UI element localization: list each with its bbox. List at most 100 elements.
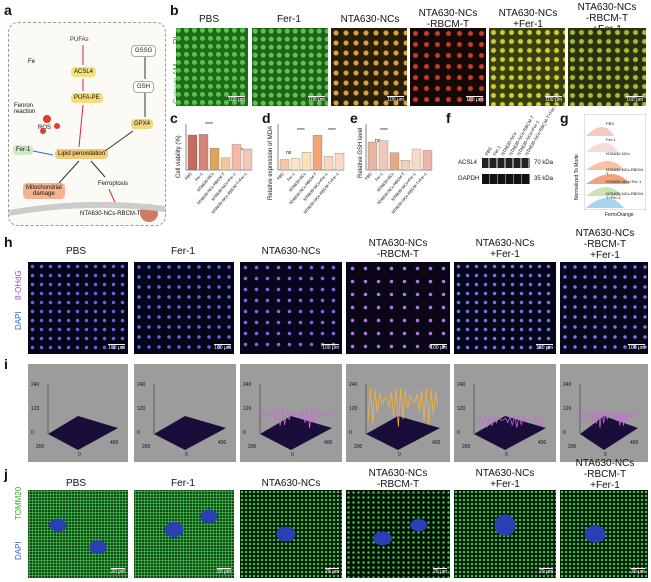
bar-c-5	[242, 148, 253, 171]
xy-tick: 400	[538, 440, 547, 446]
h-image-pbs: 100 μm	[28, 262, 128, 354]
gsh-label: GSH	[133, 81, 155, 93]
panel-label-a: a	[4, 2, 12, 18]
z-tick: 240	[31, 382, 40, 388]
g-histograms	[584, 114, 646, 210]
fer1-label: Fer-1	[13, 145, 34, 155]
e-ns: ns	[375, 138, 381, 144]
f-kda1: 70 kDa	[534, 160, 554, 166]
scalebar: 20 μm	[111, 568, 125, 575]
j-col-rbcm: NTA630-NCs -RBCM-T	[368, 468, 428, 490]
h-row-label-dapi: DAPI	[14, 311, 23, 330]
legend-entry: NTA630-NCs-RBCM-T+Fer-1	[606, 191, 644, 200]
legend-entry: NTA630-NCs	[606, 151, 630, 156]
ferroptosis-label: Ferroptosis	[98, 181, 129, 187]
b-image-pbs: 100 μm	[176, 28, 248, 106]
panel-label-h: h	[4, 234, 13, 250]
gssg-label: GSSG	[131, 45, 157, 57]
scalebar: 20 μm	[325, 568, 339, 575]
xy-tick: 0	[505, 452, 508, 458]
j-col-rbcm-fer1: NTA630-NCs -RBCM-T +Fer-1	[575, 458, 635, 491]
z-tick: 0	[243, 430, 246, 436]
xy-tick: 200	[354, 444, 363, 450]
scalebar: 100 μm	[228, 96, 245, 103]
bar-e-2	[389, 152, 400, 171]
b-image-fer1: 100 μm	[252, 28, 328, 106]
bar-d-2	[301, 152, 312, 171]
d-ns: ns	[286, 150, 292, 156]
e-sig: ****	[380, 128, 388, 134]
b-image-rbcm: 100 μm	[410, 28, 486, 106]
surface-plot: 240 120 0 200 400 0	[28, 364, 128, 462]
xy-tick: 400	[432, 440, 441, 446]
z-tick: 240	[457, 382, 466, 388]
bar-e-0	[367, 141, 378, 171]
pufas-label: PUFAs	[70, 37, 89, 43]
z-tick: 240	[349, 382, 358, 388]
xy-tick: 400	[110, 440, 119, 446]
fenton-label: Fenron reaction	[14, 103, 36, 115]
scalebar: 100 μm	[626, 96, 643, 103]
f-band-gapdh	[482, 174, 530, 184]
surface-plot: 240 120 0 200 400 0	[240, 364, 342, 462]
c-sig: ****	[205, 122, 213, 128]
pathway-arrows	[9, 45, 165, 222]
legend-entry: PBS	[606, 121, 615, 126]
z-tick: 120	[137, 406, 146, 412]
h-image-rbcm: 100 μm	[346, 262, 450, 354]
gpx4-label: GPX4	[131, 119, 154, 129]
f-band-acsl4	[482, 158, 530, 168]
h-col-fer1: Fer-1	[171, 246, 195, 257]
legend-entry: NTA630-NCs+Fer-1	[606, 179, 642, 184]
j-image-rbcm: 20 μm	[346, 490, 450, 578]
z-tick: 120	[457, 406, 466, 412]
b-col-fer1: Fer-1	[277, 14, 301, 25]
surface-plot: 240 120 0 200 400 0	[134, 364, 236, 462]
scalebar: 100 μm	[322, 344, 339, 351]
tick-d-0: PBS	[276, 171, 285, 181]
j-col-fer1-combo: NTA630-NCs +Fer-1	[475, 468, 535, 490]
surface-plot: 240 120 0 200 400 0	[560, 364, 648, 462]
h-image-nta630: 100 μm	[240, 262, 342, 354]
f-kda2: 35 kDa	[534, 176, 554, 182]
f-band2-label: GAPDH	[458, 176, 480, 182]
bar-d-4	[323, 156, 334, 171]
j-col-nta630: NTA630-NCs	[261, 478, 321, 489]
tick-d-1: Fer-1	[286, 171, 296, 182]
z-tick: 120	[349, 406, 358, 412]
bar-c-0	[187, 134, 198, 171]
h-col-fer1-combo: NTA630-NCs +Fer-1	[475, 238, 535, 260]
h-col-nta630: NTA630-NCs	[261, 246, 321, 257]
bar-c-3	[220, 157, 231, 171]
h-row-label-8ohdg: 8-OHdG	[14, 270, 23, 300]
z-tick: 0	[457, 430, 460, 436]
bar-e-4	[411, 148, 422, 171]
acsl4-label: ACSL4	[71, 67, 97, 77]
z-tick: 0	[563, 430, 566, 436]
xy-tick: 0	[291, 452, 294, 458]
bar-d-5	[334, 153, 345, 171]
h-col-pbs: PBS	[65, 246, 86, 257]
panel-label-i: i	[4, 356, 8, 372]
g-xlabel: FerroOrange	[605, 212, 634, 218]
g-ylabel: Normalized To Mode	[574, 154, 580, 200]
bar-e-1	[378, 140, 389, 171]
b-image-fer1-combo: 100 μm	[489, 28, 565, 106]
z-tick: 240	[137, 382, 146, 388]
b-col-rbcm: NTA630-NCs -RBCM-T	[418, 8, 478, 30]
f-lane-labels: PBS Fer-1 NTA630-NCs NTA630-NCs-RBCM-T NTA63…	[466, 103, 558, 156]
xy-tick: 400	[218, 440, 227, 446]
z-tick: 0	[349, 430, 352, 436]
scalebar: 20 μm	[433, 568, 447, 575]
mito-label: Mitochondrial damage	[23, 183, 65, 199]
bar-charts: PBS Fer-1NTA630-NCsNTA630-NCs-RBCM-TNTA63…	[184, 124, 433, 215]
ros-label: ROS	[38, 125, 52, 131]
bar-c-1	[198, 134, 209, 171]
h-col-rbcm-fer1: NTA630-NCs -RBCM-T +Fer-1	[575, 228, 635, 261]
bar-d-1	[290, 158, 301, 171]
j-image-fer1-combo: 20 μm	[454, 490, 556, 578]
xy-tick: 200	[462, 444, 471, 450]
z-tick: 120	[243, 406, 252, 412]
xy-tick: 200	[568, 444, 577, 450]
bar-e-5	[422, 150, 433, 171]
